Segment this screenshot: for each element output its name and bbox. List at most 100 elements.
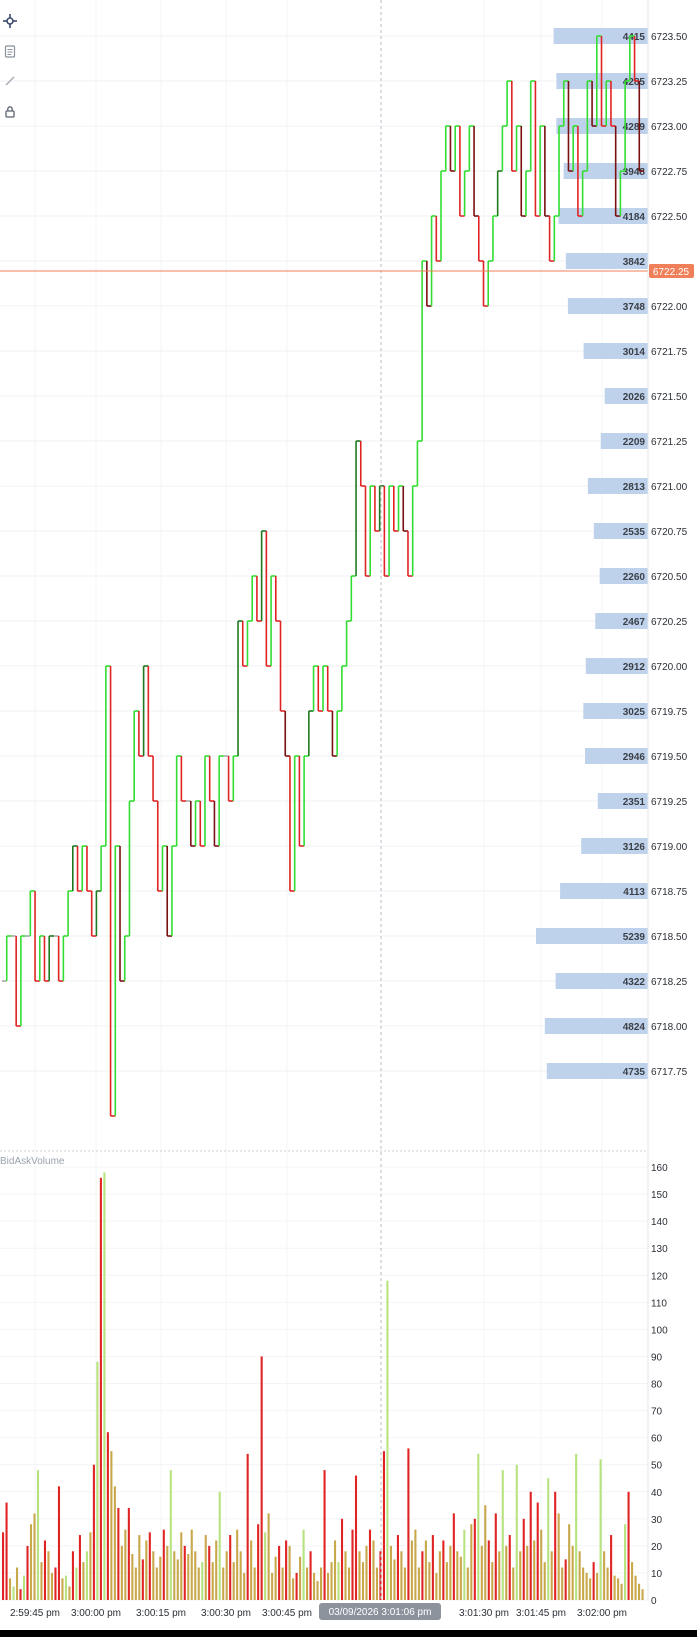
volume-profile-value: 2026	[623, 392, 646, 403]
volume-bar	[424, 1540, 427, 1600]
volume-bar	[306, 1567, 309, 1600]
volume-bar	[400, 1551, 403, 1600]
note-tool[interactable]	[0, 36, 20, 66]
volume-bar	[152, 1551, 155, 1600]
price-tick-label: 6723.25	[651, 77, 688, 88]
volume-bar	[435, 1572, 438, 1600]
volume-bar	[110, 1451, 113, 1600]
volume-bar	[232, 1562, 235, 1600]
volume-bar	[96, 1361, 99, 1600]
volume-bar	[309, 1551, 312, 1600]
volume-profile-value: 4285	[623, 77, 646, 88]
volume-bar	[57, 1486, 61, 1600]
draw-line-tool[interactable]	[0, 66, 20, 96]
volume-bar	[361, 1562, 365, 1600]
lock-tool[interactable]	[0, 96, 20, 126]
volume-bar	[529, 1491, 532, 1600]
volume-bar	[141, 1559, 144, 1600]
volume-bar	[89, 1532, 92, 1600]
volume-profile-bar	[565, 253, 648, 269]
price-tick-label: 6722.75	[651, 167, 688, 178]
volume-bar	[173, 1551, 176, 1600]
volume-bar	[33, 1513, 36, 1600]
volume-bar	[484, 1505, 487, 1600]
volume-bar	[407, 1448, 410, 1600]
volume-profile-value: 2467	[623, 617, 646, 628]
volume-bar	[159, 1556, 162, 1600]
volume-profile-value: 4289	[623, 122, 646, 133]
price-tick-label: 6718.25	[651, 977, 688, 988]
volume-bar	[536, 1502, 539, 1600]
volume-profile-bar	[583, 343, 648, 359]
crosshair-tool[interactable]	[0, 6, 20, 36]
volume-bar	[92, 1464, 95, 1600]
volume-bar	[19, 1589, 22, 1600]
price-tick-label: 6719.50	[651, 752, 688, 763]
price-axis: 6723.50 6723.25 6723.00 6722.75 6722.50 6722.…	[651, 32, 688, 1078]
volume-bar	[596, 1572, 599, 1600]
price-tick-label: 6720.75	[651, 527, 688, 538]
volume-profile-bar	[567, 298, 648, 314]
volume-bar	[403, 1567, 406, 1600]
crosshair-icon	[3, 14, 17, 28]
volume-profile-value: 3748	[623, 302, 646, 313]
current-price-tag	[649, 264, 694, 278]
price-tick-label: 6719.75	[651, 707, 688, 718]
price-series	[2, 35, 644, 1117]
volume-profile-bar	[599, 568, 648, 584]
volume-profile-bar	[563, 163, 648, 179]
volume-bar	[494, 1513, 497, 1600]
volume-tick-label: 0	[651, 1596, 657, 1607]
volume-bar	[131, 1553, 134, 1600]
volume-tick-label: 120	[651, 1271, 668, 1282]
volume-bar	[239, 1551, 242, 1600]
volume-bar	[61, 1578, 64, 1600]
volume-bar	[285, 1540, 288, 1600]
volume-bar	[169, 1470, 172, 1600]
volume-bar	[393, 1559, 396, 1600]
volume-bar	[295, 1572, 298, 1600]
price-tick-label: 6717.75	[651, 1067, 688, 1078]
volume-bar	[568, 1524, 571, 1600]
volume-profile-bar	[593, 523, 648, 539]
volume-bar	[386, 1280, 389, 1600]
volume-bar	[578, 1551, 581, 1600]
volume-profile-bar	[597, 793, 648, 809]
volume-tick-label: 80	[651, 1380, 663, 1391]
volume-bar	[372, 1540, 375, 1600]
volume-bar	[194, 1551, 197, 1600]
volume-bar	[452, 1513, 455, 1600]
volume-bar	[543, 1562, 546, 1600]
volume-bar	[351, 1529, 354, 1600]
volume-profile-bar	[544, 1018, 648, 1034]
price-tick-label: 6718.50	[651, 932, 688, 943]
price-tick-label: 6718.00	[651, 1022, 688, 1033]
volume-bar	[431, 1535, 434, 1600]
volume-bar	[554, 1491, 557, 1600]
volume-bar	[344, 1551, 347, 1600]
volume-bar	[166, 1545, 169, 1600]
volume-bar	[417, 1567, 420, 1600]
volume-bar	[613, 1575, 616, 1600]
volume-bar	[8, 1578, 12, 1600]
volume-bar	[512, 1567, 515, 1600]
volume-profile-bar	[560, 883, 648, 899]
volume-bar	[134, 1567, 137, 1600]
volume-bar	[50, 1572, 54, 1600]
volume-bar	[641, 1589, 644, 1600]
volume-profile-value: 3842	[623, 257, 646, 268]
volume-bar	[337, 1562, 340, 1600]
price-tick-label: 6722.00	[651, 302, 688, 313]
volume-bar	[508, 1535, 511, 1600]
volume-bar	[320, 1567, 323, 1600]
volume-profile-value: 2912	[623, 662, 646, 673]
volume-bar	[589, 1578, 592, 1600]
price-tick-label: 6720.00	[651, 662, 688, 673]
volume-bar	[75, 1567, 78, 1600]
volume-bar	[29, 1524, 33, 1600]
volume-tick-label: 10	[651, 1569, 663, 1580]
volume-bar	[278, 1545, 281, 1600]
volume-bar	[85, 1551, 88, 1600]
